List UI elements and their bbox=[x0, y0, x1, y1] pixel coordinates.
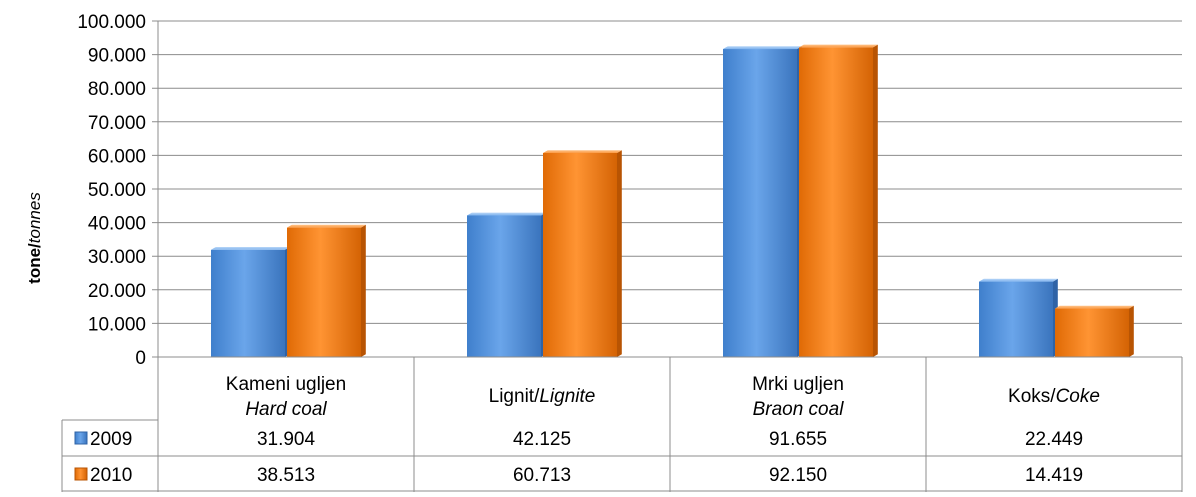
legend-swatch bbox=[74, 431, 88, 445]
bar bbox=[799, 44, 878, 358]
category-label: Koks/Coke bbox=[1008, 386, 1100, 407]
category-label: Mrki ugljen bbox=[752, 374, 844, 395]
category-label: Kameni ugljen bbox=[226, 374, 346, 395]
y-tick-label: 40.000 bbox=[88, 214, 146, 235]
y-tick-label: 20.000 bbox=[88, 281, 146, 302]
bar-front bbox=[979, 281, 1053, 357]
data-value-label: 31.904 bbox=[257, 429, 316, 450]
category-label-italic: Lignite bbox=[539, 386, 595, 407]
category-label-italic: Hard coal bbox=[245, 399, 327, 420]
legend-series-name: 2010 bbox=[90, 465, 132, 486]
data-value-label: 92.150 bbox=[769, 465, 827, 486]
y-axis-label-italic: tonnes bbox=[25, 192, 44, 244]
y-tick-label: 10.000 bbox=[88, 314, 146, 335]
y-tick-label: 80.000 bbox=[88, 79, 146, 100]
bar-front bbox=[543, 153, 617, 357]
bar-top bbox=[799, 44, 878, 48]
bar bbox=[979, 278, 1058, 357]
y-tick-label: 70.000 bbox=[88, 113, 146, 134]
bar-top bbox=[543, 150, 622, 154]
bar-side bbox=[1129, 305, 1134, 357]
bar bbox=[543, 150, 622, 357]
bar-top bbox=[467, 212, 546, 216]
bar-front bbox=[799, 47, 873, 357]
category-label-main: Koks/ bbox=[1008, 386, 1056, 407]
bar bbox=[211, 247, 290, 357]
y-tick-label: 0 bbox=[135, 348, 146, 369]
bar-top bbox=[979, 278, 1058, 282]
bar-top bbox=[1055, 305, 1134, 309]
category-label-italic: Braon coal bbox=[753, 399, 845, 420]
data-value-label: 14.419 bbox=[1025, 465, 1083, 486]
bar-front bbox=[1055, 308, 1129, 357]
bar-side bbox=[873, 44, 878, 358]
y-tick-label: 90.000 bbox=[88, 46, 146, 67]
data-value-label: 60.713 bbox=[513, 465, 571, 486]
bar bbox=[287, 224, 366, 357]
bar-top bbox=[211, 247, 290, 250]
category-label-main: Lignit/ bbox=[489, 386, 540, 407]
y-tick-label: 50.000 bbox=[88, 180, 146, 201]
y-axis-label: tone/tonnes bbox=[25, 192, 44, 284]
legend-swatch bbox=[74, 467, 88, 481]
category-label-italic: Coke bbox=[1056, 386, 1100, 407]
y-tick-label: 30.000 bbox=[88, 247, 146, 268]
y-axis-label-main: tone/ bbox=[25, 243, 44, 284]
category-label: Lignit/Lignite bbox=[489, 386, 596, 407]
bar-side bbox=[617, 150, 622, 357]
data-value-label: 22.449 bbox=[1025, 429, 1083, 450]
bar-front bbox=[287, 227, 361, 357]
bar bbox=[1055, 305, 1134, 357]
legend-series-name: 2009 bbox=[90, 429, 132, 450]
bar-top bbox=[287, 224, 366, 228]
bar bbox=[467, 212, 546, 357]
bar bbox=[723, 46, 802, 358]
data-value-label: 38.513 bbox=[257, 465, 315, 486]
bar-front bbox=[211, 249, 285, 357]
bar-side bbox=[361, 224, 366, 357]
y-tick-label: 60.000 bbox=[88, 146, 146, 167]
data-value-label: 91.655 bbox=[769, 429, 827, 450]
data-value-label: 42.125 bbox=[513, 429, 571, 450]
bar-front bbox=[723, 49, 797, 358]
bar-front bbox=[467, 215, 541, 357]
y-tick-label: 100.000 bbox=[77, 12, 146, 33]
bar-top bbox=[723, 46, 802, 50]
